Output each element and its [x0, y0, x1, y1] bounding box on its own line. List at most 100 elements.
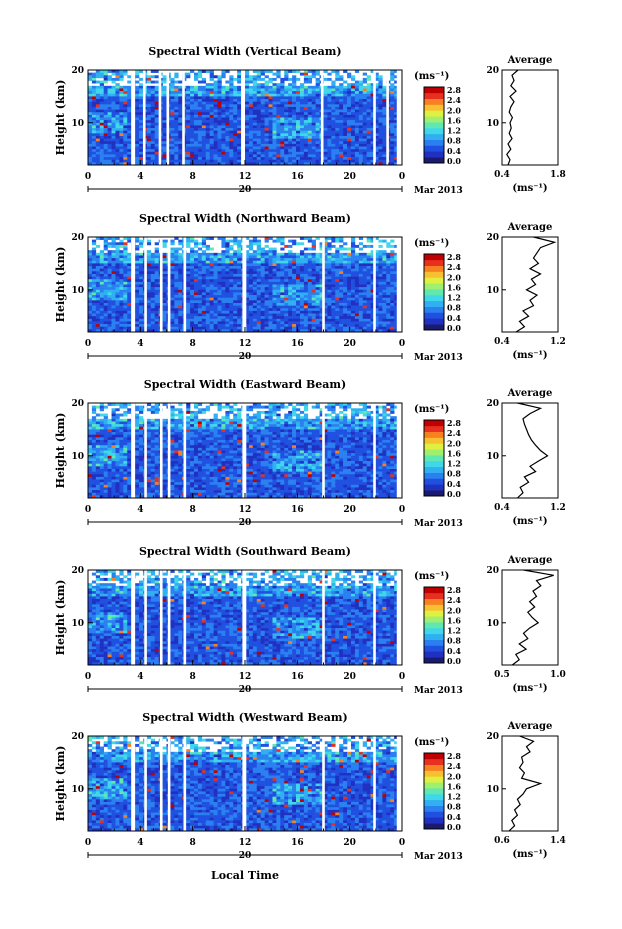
heatmap-cell — [221, 308, 226, 312]
heatmap-cell — [319, 324, 324, 328]
heatmap-cell — [366, 130, 371, 134]
heatmap-cell — [252, 125, 258, 129]
heatmap-cell — [88, 125, 93, 129]
heatmap-cell — [190, 96, 195, 100]
heatmap-cell — [193, 120, 199, 124]
heatmap-cell — [335, 268, 340, 272]
heatmap-cell — [339, 83, 344, 87]
heatmap-cell — [272, 305, 277, 309]
heatmap-cell — [209, 287, 214, 291]
heatmap-cell — [154, 247, 159, 251]
heatmap-cell — [225, 310, 230, 314]
heatmap-cell — [311, 122, 316, 126]
heatmap-cell — [327, 117, 332, 121]
heatmap-cell — [88, 96, 93, 100]
heatmap-cell — [347, 133, 352, 137]
heatmap-cell — [213, 133, 218, 137]
heatmap-cell — [217, 287, 222, 291]
heatmap-cell — [343, 329, 348, 333]
heatmap-cell — [99, 125, 104, 129]
heatmap-cell — [394, 91, 399, 95]
heatmap-cell — [315, 273, 320, 277]
heatmap-cell — [327, 302, 332, 306]
heatmap-cell — [139, 114, 144, 118]
heatmap-cell — [303, 284, 309, 288]
heatmap-cell — [127, 266, 132, 269]
heatmap-cell — [213, 258, 218, 262]
heatmap-cell — [197, 130, 203, 134]
heatmap-cell — [150, 318, 156, 322]
heatmap-cell — [378, 104, 383, 108]
heatmap-cell — [299, 313, 305, 317]
heatmap-cell — [327, 266, 332, 269]
heatmap-cell — [127, 260, 132, 264]
colorbar-swatch — [424, 157, 444, 164]
heatmap-cell — [95, 281, 101, 285]
heatmap-cell — [190, 128, 195, 131]
heatmap-cell — [95, 125, 101, 129]
heatmap-cell — [190, 239, 195, 243]
heatmap-cell — [323, 287, 328, 291]
heatmap-cell — [245, 72, 250, 76]
heatmap-cell — [197, 271, 203, 275]
heatmap-cell — [256, 133, 261, 137]
heatmap-cell — [237, 159, 242, 163]
heatmap-cell — [390, 151, 395, 155]
heatmap-cell — [288, 146, 293, 150]
heatmap-cell — [248, 292, 254, 296]
heatmap-cell — [115, 313, 120, 317]
heatmap-cell — [256, 279, 261, 283]
heatmap-cell — [190, 93, 195, 97]
heatmap-cell — [154, 141, 159, 145]
heatmap-cell — [127, 85, 132, 89]
heatmap-cell — [88, 329, 93, 333]
heatmap-cell — [323, 271, 328, 275]
heatmap-cell — [135, 133, 140, 137]
heatmap-cell — [146, 104, 152, 108]
heatmap-cell — [292, 162, 297, 166]
heatmap-cell — [91, 112, 97, 116]
heatmap-cell — [201, 85, 207, 89]
heatmap-cell — [205, 149, 210, 153]
heatmap-cell — [272, 271, 277, 275]
heatmap-cell — [248, 120, 254, 124]
heatmap-cell — [307, 289, 313, 293]
heatmap-cell — [331, 244, 336, 248]
heatmap-cell — [260, 112, 265, 116]
heatmap-cell — [213, 151, 218, 155]
heatmap-cell — [209, 77, 214, 81]
heatmap-cell — [217, 125, 222, 129]
heatmap-cell — [174, 260, 179, 264]
heatmap-cell — [343, 162, 348, 166]
heatmap-cell — [213, 106, 218, 110]
heatmap-cell — [256, 271, 261, 275]
heatmap-cell — [307, 122, 313, 126]
heatmap-cell — [88, 273, 93, 277]
heatmap-cell — [99, 279, 104, 283]
heatmap-cell — [260, 162, 265, 166]
heatmap-cell — [127, 310, 132, 314]
heatmap-cell — [190, 70, 195, 73]
heatmap-cell — [299, 159, 305, 163]
heatmap-cell — [174, 122, 179, 126]
heatmap-cell — [327, 318, 332, 322]
heatmap-cell — [111, 70, 116, 73]
heatmap-cell — [378, 151, 383, 155]
heatmap-cell — [394, 154, 399, 158]
heatmap-cell — [374, 133, 379, 137]
heatmap-cell — [213, 268, 218, 272]
heatmap-cell — [119, 266, 124, 269]
heatmap-cell — [311, 266, 316, 269]
heatmap-cell — [107, 106, 112, 110]
heatmap-cell — [205, 106, 210, 110]
heatmap-cell — [311, 239, 316, 243]
heatmap-cell — [354, 122, 360, 126]
heatmap-cell — [248, 281, 254, 285]
heatmap-cell — [111, 271, 116, 275]
heatmap-cell — [205, 318, 210, 322]
heatmap-cell — [95, 263, 101, 267]
heatmap-cell — [91, 292, 97, 296]
heatmap-cell — [245, 321, 250, 325]
heatmap-cell — [135, 146, 140, 150]
heatmap-cell — [139, 122, 144, 126]
